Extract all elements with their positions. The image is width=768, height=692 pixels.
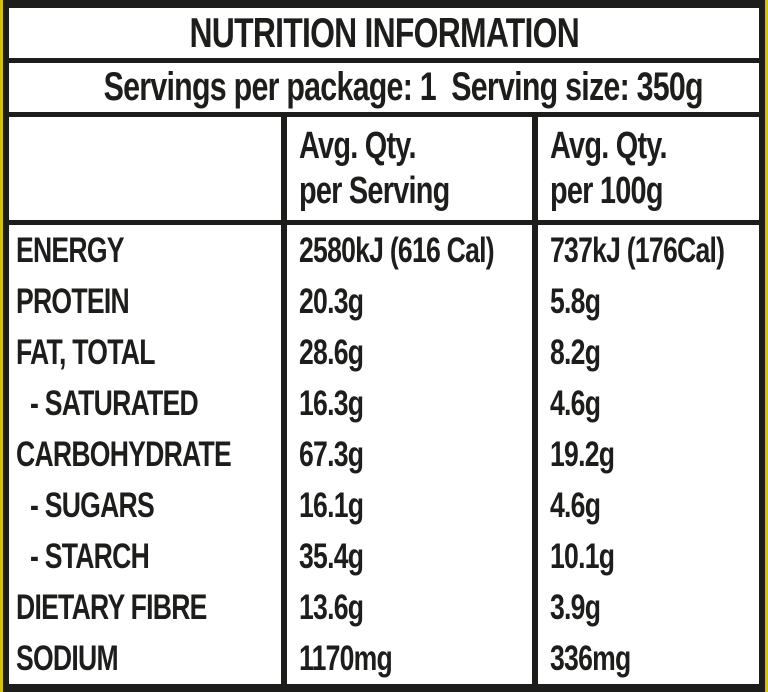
nutrient-name-cell: PROTEIN xyxy=(9,276,281,327)
per-serving-header-line1: Avg. Qty. xyxy=(299,125,416,167)
column-header-row: Avg. Qty. per Serving Avg. Qty. per 100g xyxy=(9,117,759,225)
per-100g-column-header: Avg. Qty. per 100g xyxy=(532,117,759,220)
per-serving-value-cell: 1170mg xyxy=(281,633,532,684)
nutrient-name-cell: - SATURATED xyxy=(9,378,281,429)
per-100g-value-cell: 10.1g xyxy=(532,531,759,582)
per-100g-value: 19.2g xyxy=(550,434,615,474)
nutrient-name: FAT, TOTAL xyxy=(16,332,155,372)
nutrient-name: PROTEIN xyxy=(16,281,130,321)
table-row: DIETARY FIBRE 13.6g 3.9g xyxy=(9,582,759,633)
table-row: - STARCH 35.4g 10.1g xyxy=(9,531,759,582)
per-100g-value-cell: 5.8g xyxy=(532,276,759,327)
table-row: - SUGARS 16.1g 4.6g xyxy=(9,480,759,531)
nutrient-name-cell: FAT, TOTAL xyxy=(9,327,281,378)
table-row: - SATURATED 16.3g 4.6g xyxy=(9,378,759,429)
per-100g-value-cell: 4.6g xyxy=(532,378,759,429)
per-serving-value-cell: 16.1g xyxy=(281,480,532,531)
nutrient-name: - SUGARS xyxy=(30,485,155,525)
per-serving-value: 16.3g xyxy=(299,383,364,423)
per-serving-value: 1170mg xyxy=(299,638,393,678)
nutrition-label: NUTRITION INFORMATION Servings per packa… xyxy=(3,0,765,692)
per-serving-value: 20.3g xyxy=(299,281,364,321)
per-100g-value: 10.1g xyxy=(550,536,615,576)
per-serving-value: 28.6g xyxy=(299,332,364,372)
per-serving-value: 16.1g xyxy=(299,485,364,525)
per-100g-header-line2: per 100g xyxy=(550,170,663,212)
per-serving-header-line2: per Serving xyxy=(299,170,450,212)
per-serving-value-cell: 2580kJ (616 Cal) xyxy=(281,225,532,276)
nutrient-name: ENERGY xyxy=(16,230,125,270)
per-100g-value: 4.6g xyxy=(550,383,601,423)
per-serving-value: 67.3g xyxy=(299,434,364,474)
per-100g-value-cell: 4.6g xyxy=(532,480,759,531)
table-row: CARBOHYDRATE 67.3g 19.2g xyxy=(9,429,759,480)
nutrient-name: CARBOHYDRATE xyxy=(16,434,232,474)
per-serving-value: 35.4g xyxy=(299,536,364,576)
per-100g-value: 3.9g xyxy=(550,587,601,627)
nutrient-name-cell: - STARCH xyxy=(9,531,281,582)
nutrient-column-header xyxy=(9,117,281,220)
per-serving-column-header: Avg. Qty. per Serving xyxy=(281,117,532,220)
nutrient-rows: ENERGY 2580kJ (616 Cal) 737kJ (176Cal) P… xyxy=(9,225,759,684)
nutrient-name: - STARCH xyxy=(30,536,150,576)
servings-row: Servings per package: 1 Serving size: 35… xyxy=(9,63,759,117)
per-100g-value-cell: 737kJ (176Cal) xyxy=(532,225,768,276)
per-100g-header-line1: Avg. Qty. xyxy=(550,125,667,167)
nutrition-table: NUTRITION INFORMATION Servings per packa… xyxy=(9,8,759,684)
per-serving-value-cell: 67.3g xyxy=(281,429,532,480)
per-serving-value-cell: 13.6g xyxy=(281,582,532,633)
per-100g-value: 5.8g xyxy=(550,281,601,321)
nutrient-name: - SATURATED xyxy=(30,383,199,423)
label-title-row: NUTRITION INFORMATION xyxy=(9,8,759,63)
per-100g-value: 737kJ (176Cal) xyxy=(550,230,725,270)
nutrient-name-cell: - SUGARS xyxy=(9,480,281,531)
nutrient-name: DIETARY FIBRE xyxy=(16,587,207,627)
per-serving-value: 13.6g xyxy=(299,587,364,627)
per-100g-value: 4.6g xyxy=(550,485,601,525)
per-serving-value-cell: 35.4g xyxy=(281,531,532,582)
per-serving-value-cell: 16.3g xyxy=(281,378,532,429)
per-100g-value-cell: 8.2g xyxy=(532,327,759,378)
table-row: SODIUM 1170mg 336mg xyxy=(9,633,759,684)
nutrient-name-cell: ENERGY xyxy=(9,225,281,276)
per-100g-value-cell: 3.9g xyxy=(532,582,759,633)
table-row: FAT, TOTAL 28.6g 8.2g xyxy=(9,327,759,378)
nutrient-name-cell: CARBOHYDRATE xyxy=(9,429,281,480)
nutrient-name-cell: SODIUM xyxy=(9,633,281,684)
nutrient-name-cell: DIETARY FIBRE xyxy=(9,582,281,633)
servings-text: Servings per package: 1 Serving size: 35… xyxy=(103,65,704,109)
label-title: NUTRITION INFORMATION xyxy=(189,9,579,56)
per-100g-value-cell: 19.2g xyxy=(532,429,759,480)
nutrient-name: SODIUM xyxy=(16,638,119,678)
table-row: ENERGY 2580kJ (616 Cal) 737kJ (176Cal) xyxy=(9,225,759,276)
per-serving-value-cell: 20.3g xyxy=(281,276,532,327)
per-serving-value-cell: 28.6g xyxy=(281,327,532,378)
per-100g-value: 336mg xyxy=(550,638,631,678)
table-row: PROTEIN 20.3g 5.8g xyxy=(9,276,759,327)
per-serving-value: 2580kJ (616 Cal) xyxy=(299,230,495,270)
per-100g-value-cell: 336mg xyxy=(532,633,759,684)
per-100g-value: 8.2g xyxy=(550,332,601,372)
